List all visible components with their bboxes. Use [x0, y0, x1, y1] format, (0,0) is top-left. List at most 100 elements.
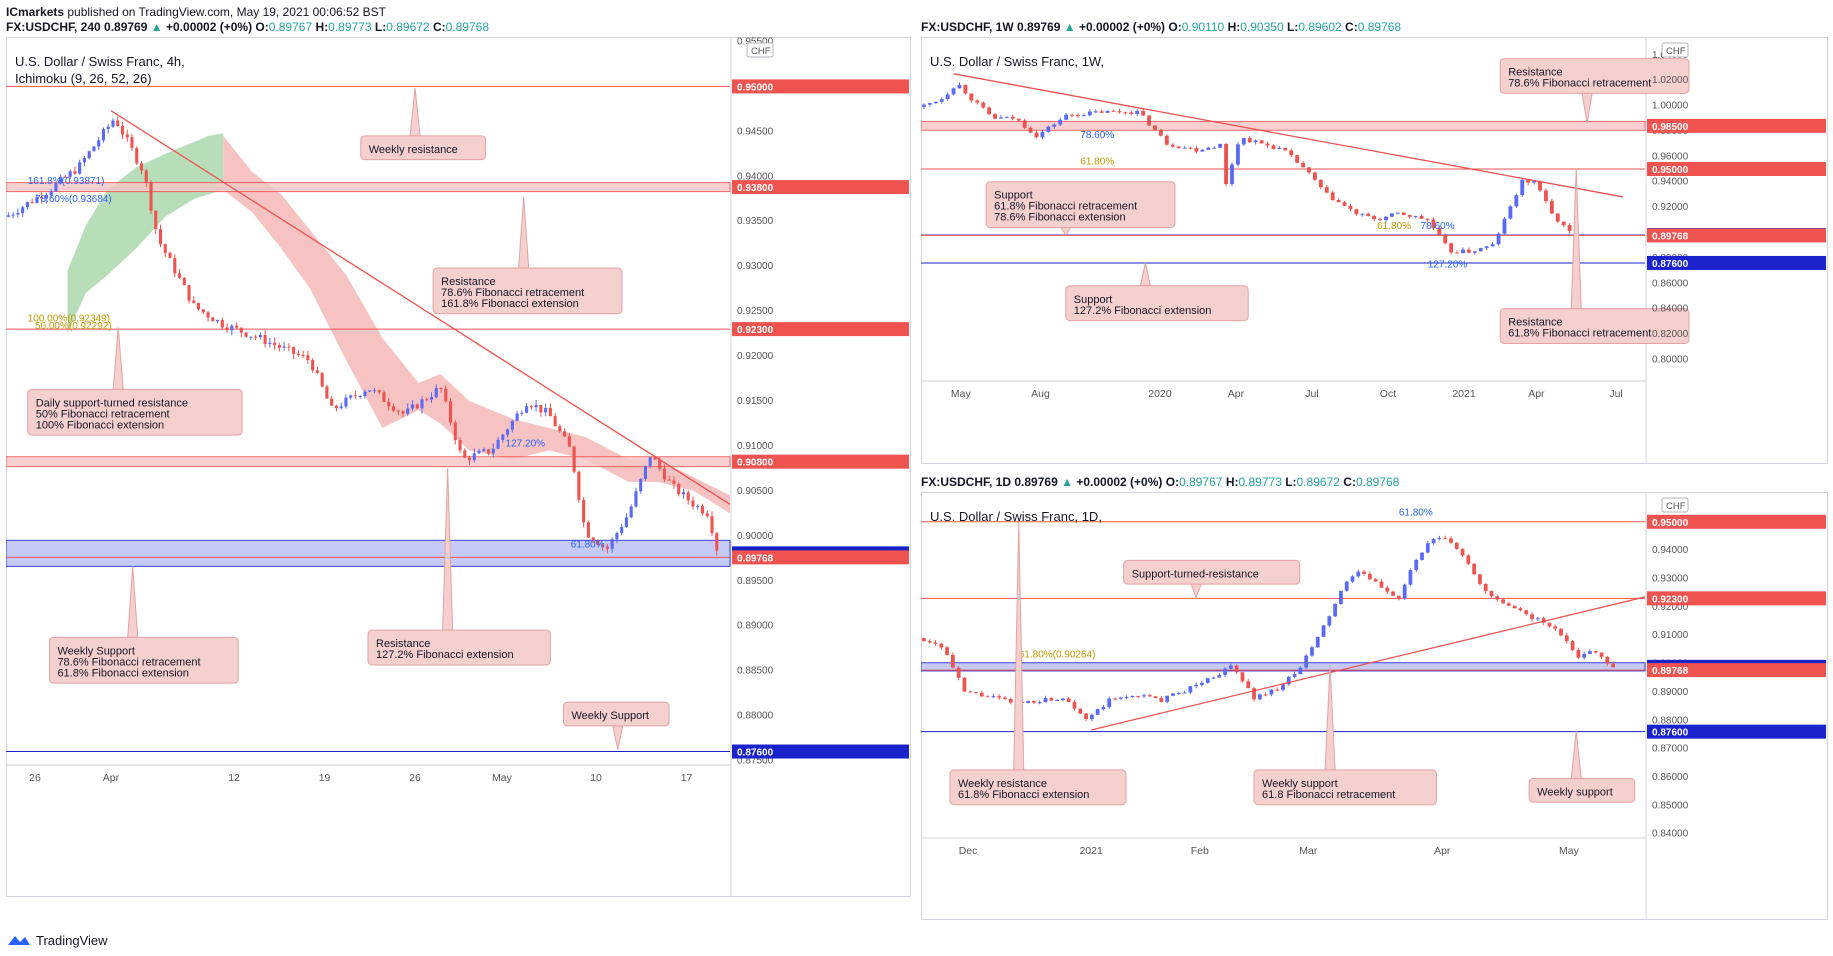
candle-body — [1333, 603, 1338, 617]
candle-body — [197, 302, 201, 310]
annotation-text: Support-turned-resistance — [1132, 568, 1259, 580]
candle-body — [1159, 698, 1164, 702]
candle-body — [139, 163, 144, 171]
candle-body — [1324, 187, 1329, 193]
candle-body — [1526, 179, 1531, 183]
chart-1w[interactable]: 78.60% 61.80% 61.80% 78.60% 127.20% Resistanc… — [921, 37, 1828, 464]
annotation-text: Support — [1074, 294, 1113, 306]
annotation-box — [949, 769, 1127, 806]
candle-body — [979, 692, 984, 697]
candle-body — [1312, 172, 1317, 180]
candle-body — [1413, 215, 1418, 217]
open-value: 0.90110 — [1181, 20, 1225, 34]
candle-body — [16, 213, 20, 215]
fib-label-4: 127.20% — [1428, 259, 1468, 270]
candle-body — [596, 541, 600, 546]
time-tick-label: 2020 — [1148, 388, 1172, 400]
candle-body — [1269, 689, 1274, 695]
annotation-text: 78.6% Fibonacci retracement — [1508, 78, 1651, 90]
time-tick-label: May — [951, 388, 972, 400]
candle-body — [1055, 699, 1059, 701]
candle-body — [922, 638, 926, 642]
chart-1d[interactable]: 61.80% 61.80%(0.90264) Support-turned-resi… — [921, 492, 1828, 920]
publisher-name[interactable]: ICmarkets — [6, 5, 65, 19]
candle-body — [991, 696, 996, 698]
candle-body — [1307, 167, 1311, 173]
candle-body — [933, 101, 938, 104]
candle-body — [591, 537, 595, 542]
price-tag: 0.90800 — [737, 458, 774, 469]
candle-body — [1228, 665, 1233, 669]
candle-body — [939, 99, 944, 102]
candle-body — [282, 346, 286, 348]
price-tag: 0.89768 — [1652, 666, 1689, 677]
candle-body — [1241, 138, 1246, 145]
level-zone-3 — [6, 456, 731, 468]
candle-body — [544, 408, 548, 413]
candle-body — [1518, 608, 1523, 611]
candle-body — [6, 215, 10, 217]
candle-body — [125, 134, 129, 138]
candle-body — [1483, 583, 1488, 592]
candle-body — [1611, 663, 1616, 668]
annotation-box — [1528, 777, 1636, 803]
cloud-bearish — [223, 135, 730, 514]
chart-4h[interactable]: 161.8%(0.93871) 78.60%(0.93684) 100.00%(0.… — [6, 37, 911, 897]
tradingview-logo[interactable]: TradingView — [6, 932, 108, 948]
trendline-0 — [1090, 596, 1646, 731]
annotation-box — [1065, 285, 1249, 322]
candle-body — [82, 158, 86, 163]
fib-label-4: 127.20% — [506, 439, 546, 450]
candle-body — [1089, 714, 1094, 720]
candle-body — [1372, 215, 1377, 220]
candle-body — [1171, 693, 1175, 696]
candle-body — [1348, 205, 1353, 210]
time-tick-label: Apr — [1528, 388, 1545, 400]
annotation-box — [1499, 308, 1690, 344]
candle-body — [1224, 143, 1228, 185]
chart-frame — [921, 37, 1828, 464]
time-tick-label: Oct — [1380, 388, 1396, 400]
candle-body — [681, 492, 686, 495]
candle-body — [1561, 221, 1566, 226]
candle-body — [653, 457, 657, 460]
candle-body — [277, 345, 281, 348]
candle-body — [1286, 676, 1291, 685]
low-value: 0.89672 — [1296, 475, 1340, 489]
candle-body — [610, 539, 614, 549]
up-arrow-icon: ▲ — [150, 20, 163, 34]
price-tag-bg — [732, 79, 909, 94]
candle-body — [1336, 199, 1341, 203]
candle-body — [353, 395, 357, 397]
fib-label-2: 61.80% — [1377, 221, 1411, 232]
currency-label: CHF — [1666, 501, 1686, 512]
candle-body — [1419, 215, 1424, 219]
candle-body — [425, 399, 429, 401]
candle-body — [429, 397, 434, 400]
time-tick-label: Mar — [1299, 845, 1318, 857]
candle-body — [1165, 695, 1170, 702]
candle-body — [1093, 111, 1098, 113]
candle-body — [615, 533, 619, 540]
candle-body — [325, 386, 329, 399]
candle-body — [1443, 234, 1448, 244]
price-tick-label: 0.92500 — [737, 306, 774, 317]
candle-body — [444, 388, 448, 402]
candle-body — [1461, 249, 1465, 254]
candle-body — [97, 140, 101, 147]
candle-body — [945, 94, 950, 100]
candle-body — [1105, 110, 1110, 113]
candle-body — [997, 696, 1002, 698]
candle-body — [1342, 202, 1347, 206]
candle-body — [620, 527, 624, 534]
candle-body — [567, 436, 571, 447]
candle-body — [1318, 179, 1323, 188]
time-tick-label: 19 — [319, 772, 331, 784]
candle-body — [1078, 708, 1083, 714]
price-tag: 0.87600 — [737, 748, 774, 759]
candle-body — [520, 412, 524, 414]
indicator-label: Ichimoku (9, 26, 52, 26) — [15, 71, 152, 86]
